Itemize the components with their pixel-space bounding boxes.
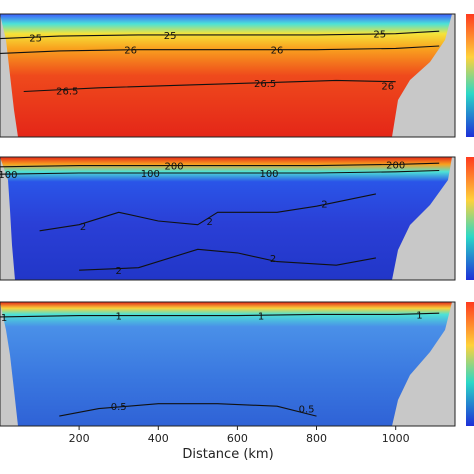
contour-label: 200 bbox=[165, 162, 184, 173]
contour-label: 26.5 bbox=[56, 86, 78, 97]
contour-label: 2 bbox=[80, 222, 86, 233]
land-left-bottom bbox=[0, 302, 18, 426]
land-right-bottom bbox=[392, 302, 455, 426]
contour-label: 25 bbox=[373, 30, 386, 41]
contour-label: 26.5 bbox=[254, 79, 276, 90]
contour-line-0-5 bbox=[59, 403, 317, 417]
frame-middle bbox=[0, 156, 456, 281]
contour-line-1 bbox=[0, 312, 440, 318]
panel-top: 25 25 25 26 26 26.5 26.5 26 bbox=[0, 13, 456, 138]
contour-label: 100 bbox=[141, 169, 160, 180]
contour-label: 1 bbox=[416, 310, 422, 321]
contour-label: 200 bbox=[386, 160, 405, 171]
contour-line-26 bbox=[0, 45, 440, 54]
colorbar-middle bbox=[466, 157, 474, 280]
contour-label: 2 bbox=[207, 217, 213, 228]
land-left-middle bbox=[0, 157, 15, 280]
contour-line-26-5 bbox=[23, 79, 396, 93]
contour-label: 26 bbox=[124, 46, 137, 57]
x-tick-label: 600 bbox=[227, 432, 248, 445]
x-tick-label: 1000 bbox=[382, 432, 410, 445]
contour-label: 0.5 bbox=[111, 402, 127, 413]
panel-middle: 200 200 100 100 100 2 2 2 2 2 bbox=[0, 156, 456, 281]
frame-bottom bbox=[0, 301, 456, 427]
contour-label: 1 bbox=[116, 312, 122, 323]
x-tick-label: 400 bbox=[148, 432, 169, 445]
colorbar-bottom bbox=[466, 302, 474, 426]
contour-label: 26 bbox=[381, 81, 394, 92]
land-left-top bbox=[0, 14, 18, 137]
contour-label: 100 bbox=[0, 170, 17, 181]
contour-line-2 bbox=[79, 248, 376, 271]
field-middle bbox=[0, 157, 455, 280]
contour-line-25 bbox=[0, 30, 440, 40]
land-right-top bbox=[392, 14, 455, 137]
x-axis-label: Distance (km) bbox=[182, 447, 273, 462]
colorbar-top bbox=[466, 14, 474, 137]
contour-label: 2 bbox=[270, 254, 276, 265]
contour-label: 1 bbox=[1, 313, 7, 324]
contour-label: 26 bbox=[271, 46, 284, 57]
x-tick-label: 200 bbox=[69, 432, 90, 445]
contour-label: 25 bbox=[29, 33, 42, 44]
contour-label: 100 bbox=[259, 169, 278, 180]
panel-bottom: 1 1 1 1 0.5 0.5 200 400 600 800 1000 bbox=[0, 301, 456, 445]
field-bottom bbox=[0, 302, 455, 426]
contour-label: 0.5 bbox=[299, 405, 315, 416]
contour-label: 2 bbox=[116, 266, 122, 277]
frame-top bbox=[0, 13, 456, 138]
x-tick-label: 800 bbox=[306, 432, 327, 445]
contour-label: 25 bbox=[164, 31, 177, 42]
field-top bbox=[0, 14, 455, 137]
contour-label: 2 bbox=[321, 200, 327, 211]
land-right-middle bbox=[392, 157, 455, 280]
contour-line-100 bbox=[0, 169, 440, 175]
contour-label: 1 bbox=[258, 312, 264, 323]
contour-line-200 bbox=[0, 162, 440, 168]
contour-line-2 bbox=[39, 193, 377, 232]
